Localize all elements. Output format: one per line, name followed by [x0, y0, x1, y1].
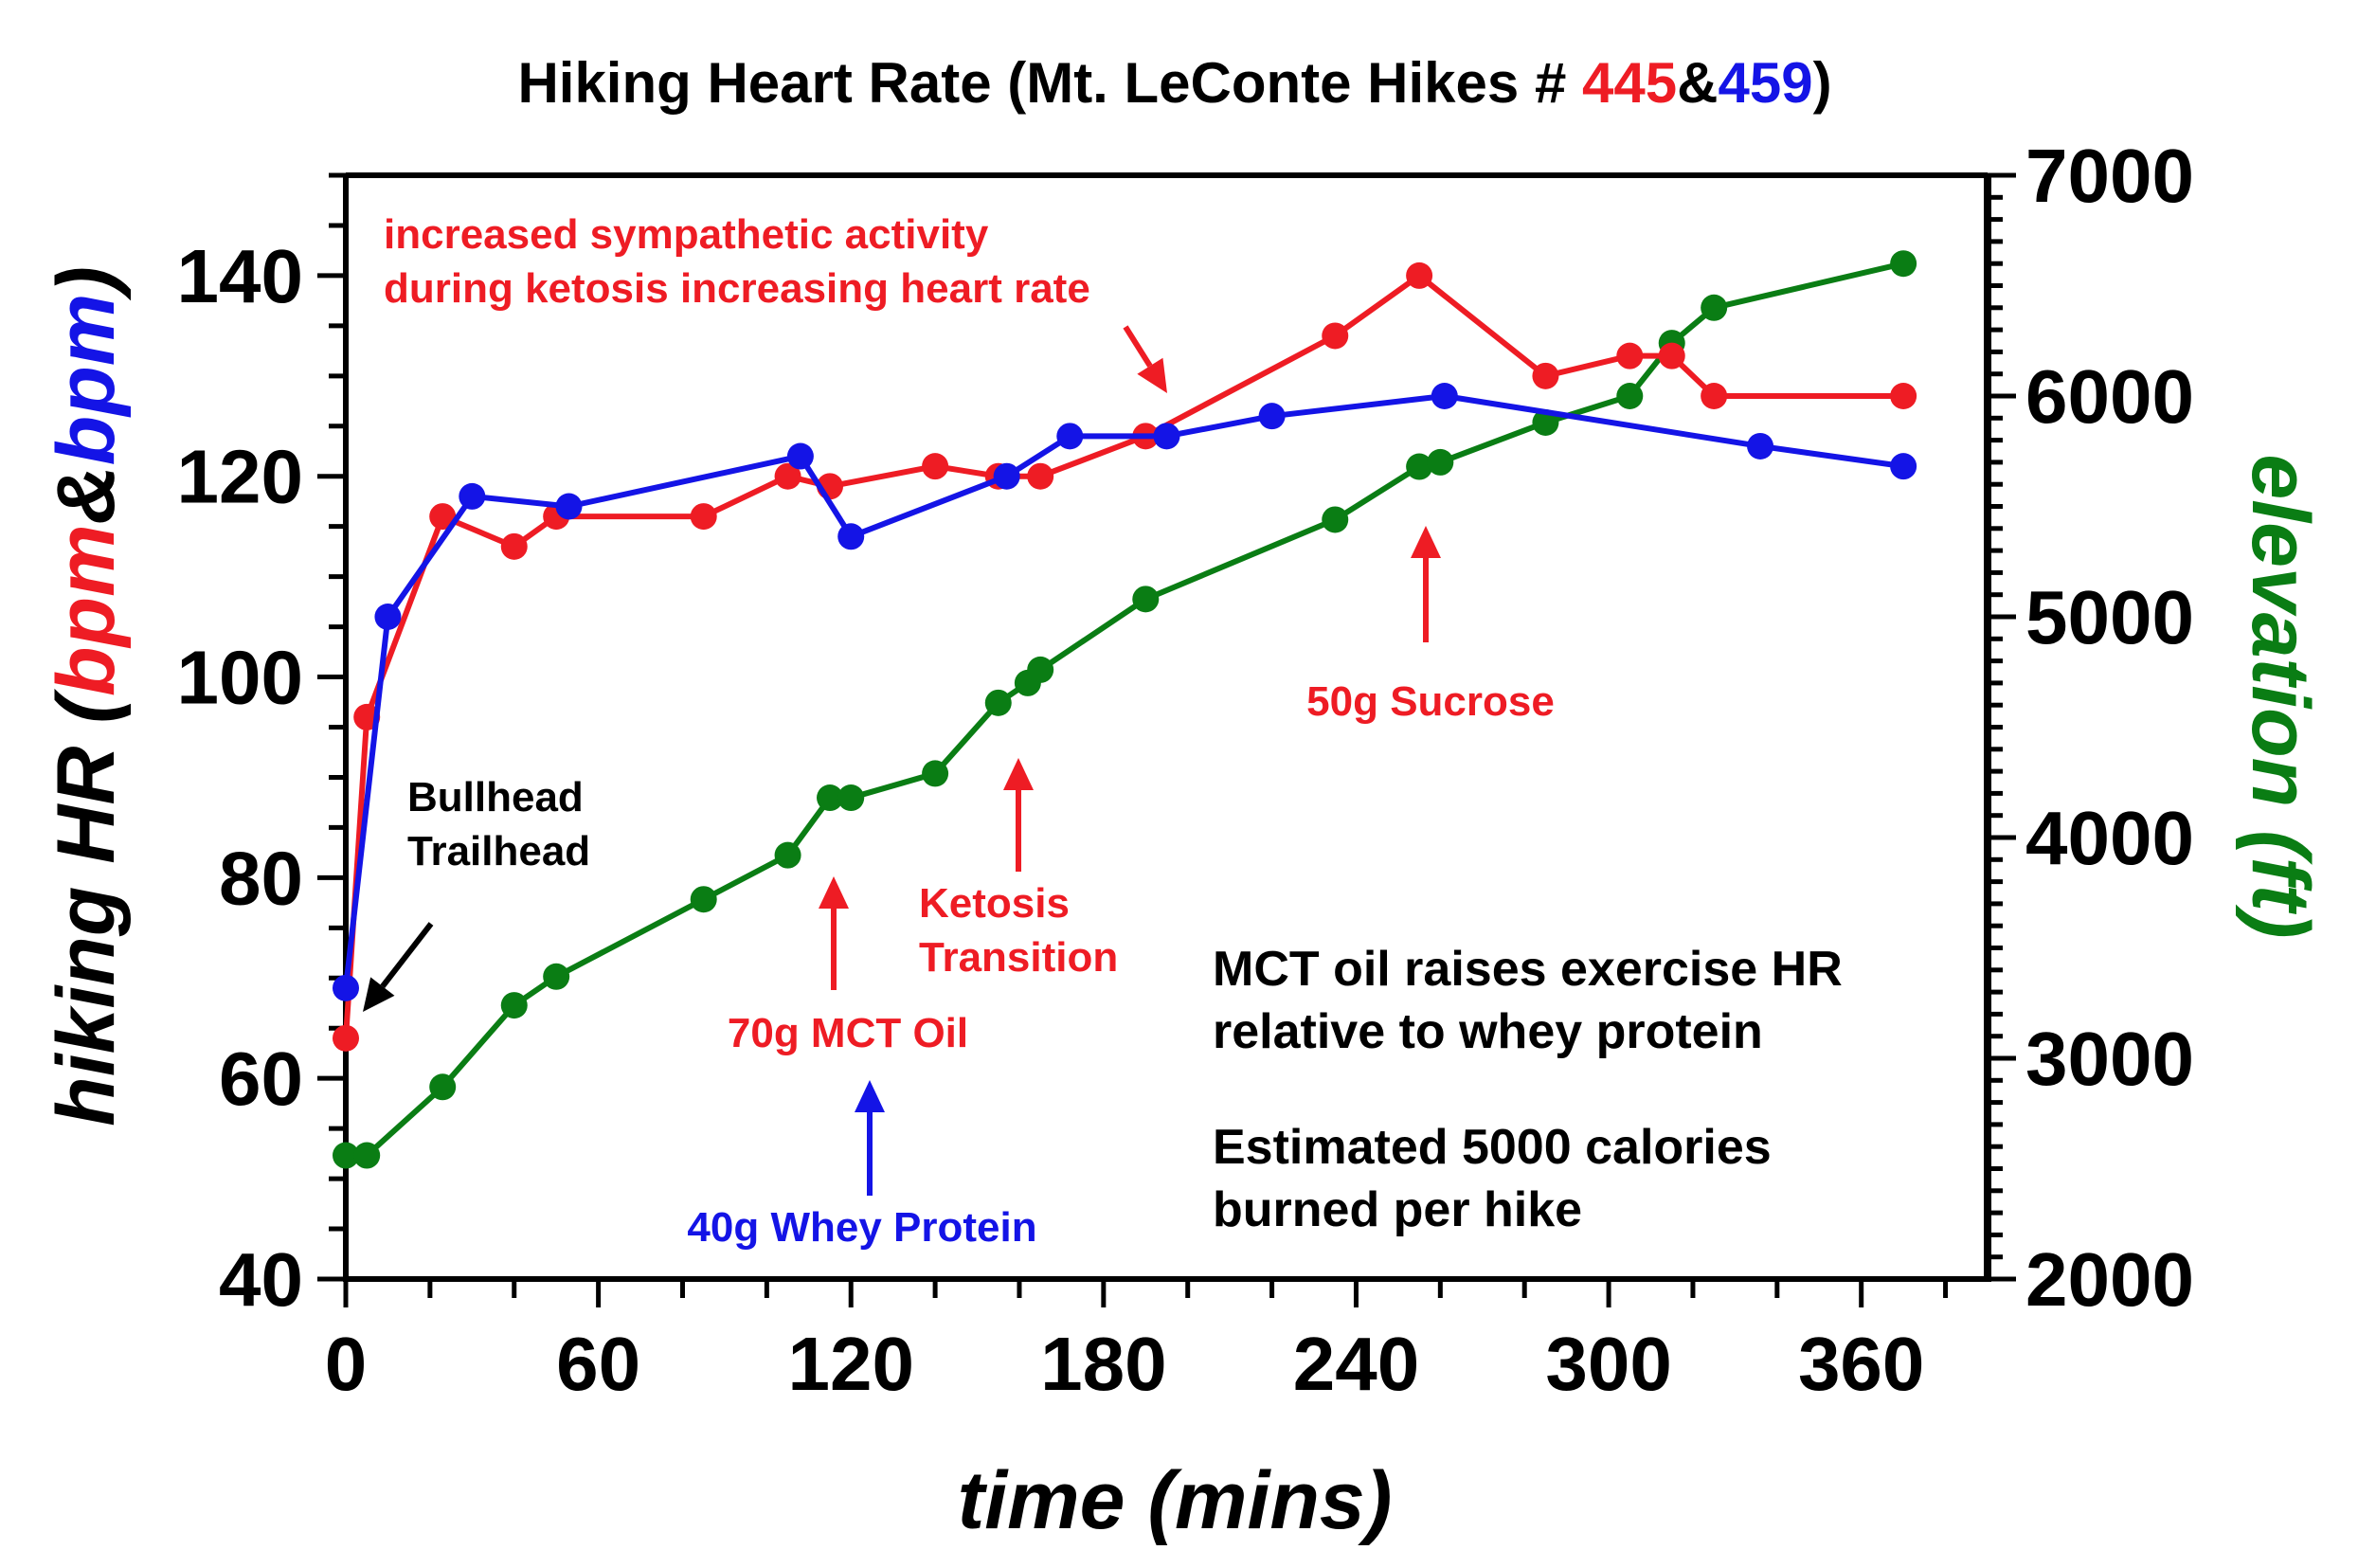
y2-tick-label: 3000: [2025, 1017, 2194, 1101]
y2-tick-label: 5000: [2025, 575, 2194, 659]
note-text: burned per hike: [1213, 1182, 1582, 1237]
data-point: [543, 963, 570, 990]
arrow-head: [1411, 526, 1441, 558]
data-point: [500, 992, 528, 1019]
x-tick-label: 360: [1798, 1322, 1924, 1406]
annotation-text: increased sympathetic activity: [384, 211, 989, 258]
y-tick-label: 80: [219, 836, 303, 920]
data-point: [1890, 250, 1917, 278]
data-point: [1322, 322, 1349, 350]
data-point: [1747, 432, 1774, 460]
data-point: [993, 462, 1020, 490]
data-point: [1431, 383, 1458, 409]
arrow-shaft: [380, 922, 434, 988]
series-line: [343, 272, 1904, 1039]
data-series: [333, 250, 1917, 1169]
data-point: [1890, 453, 1917, 480]
arrow-shaft: [1123, 325, 1153, 368]
data-point: [1427, 448, 1454, 476]
series-line: [346, 261, 1904, 1159]
data-point: [837, 523, 865, 550]
note-text: Estimated 5000 calories: [1213, 1120, 1772, 1175]
data-point: [500, 532, 528, 560]
data-point: [837, 784, 865, 812]
data-point: [1406, 261, 1433, 289]
data-point: [1258, 403, 1286, 430]
annotation-text: during ketosis increasing heart rate: [384, 265, 1090, 312]
y2-tick-label: 7000: [2025, 134, 2194, 218]
data-point: [1658, 342, 1685, 369]
data-point: [786, 442, 814, 470]
data-point: [555, 493, 583, 520]
annotations: increased sympathetic activity during ket…: [363, 211, 1843, 1251]
x-axis-label: time (mins): [958, 1455, 1393, 1546]
arrow-head: [1003, 758, 1034, 790]
data-point: [1153, 423, 1180, 450]
data-point: [353, 1142, 381, 1169]
chart-title: Hiking Heart Rate (Mt. LeConte Hikes # 4…: [517, 51, 1831, 115]
annotation-text: Bullhead: [407, 774, 584, 820]
data-point: [774, 462, 801, 490]
x-tick-label: 240: [1293, 1322, 1419, 1406]
annotation-text: Trailhead: [407, 828, 590, 874]
data-point: [690, 503, 717, 531]
y-axis-label: hiking HR (bpm&bpm): [41, 266, 132, 1126]
x-tick-label: 300: [1545, 1322, 1671, 1406]
data-point: [1616, 342, 1644, 369]
data-point: [1406, 453, 1433, 480]
arrow-head: [1137, 357, 1167, 393]
y2-tick-label: 4000: [2025, 796, 2194, 880]
data-point: [922, 760, 949, 787]
data-point: [817, 784, 844, 812]
data-point: [1890, 383, 1917, 409]
data-point: [374, 604, 402, 630]
y2-axis-label: elevation (ft): [2235, 454, 2326, 938]
data-point: [333, 1024, 359, 1052]
data-point: [922, 453, 949, 480]
x-tick-label: 0: [325, 1322, 368, 1406]
y-tick-label: 140: [177, 234, 303, 318]
data-point: [333, 974, 359, 1001]
note-text: relative to whey protein: [1213, 1004, 1763, 1059]
data-point: [1532, 362, 1559, 389]
data-point: [984, 689, 1012, 716]
data-point: [1616, 383, 1644, 409]
annotation-text: 50g Sucrose: [1306, 678, 1555, 725]
annotation-text: 40g Whey Protein: [687, 1204, 1036, 1251]
y-tick-label: 120: [177, 435, 303, 519]
data-point: [333, 1142, 359, 1169]
data-point: [1056, 423, 1084, 450]
data-point: [1027, 656, 1054, 683]
data-point: [1322, 506, 1349, 533]
series-line: [343, 393, 1904, 989]
data-point: [1132, 586, 1160, 613]
x-tick-label: 180: [1040, 1322, 1166, 1406]
axes: 0 60 120 180 240 300 360 40 60 80 100 120 140 2000 300…: [177, 134, 2194, 1406]
arrow-head: [363, 977, 395, 1012]
data-point: [690, 886, 717, 913]
x-tick-label: 60: [556, 1322, 640, 1406]
data-point: [1027, 462, 1054, 490]
y-tick-label: 60: [219, 1036, 303, 1121]
annotation-text: 70g MCT Oil: [728, 1010, 968, 1056]
data-point: [1701, 383, 1728, 409]
data-point: [429, 503, 457, 531]
x-tick-label: 120: [787, 1322, 913, 1406]
y2-tick-label: 2000: [2025, 1237, 2194, 1322]
arrow-head: [819, 876, 849, 909]
arrow-head: [855, 1080, 885, 1112]
note-text: MCT oil raises exercise HR: [1213, 942, 1843, 997]
y-tick-label: 40: [219, 1237, 303, 1322]
annotation-text: Transition: [919, 934, 1118, 981]
data-point: [459, 482, 486, 510]
annotation-text: Ketosis: [919, 880, 1070, 927]
data-point: [429, 1073, 457, 1101]
y-tick-label: 100: [177, 636, 303, 720]
data-point: [1701, 294, 1728, 321]
data-point: [774, 841, 801, 869]
y2-tick-label: 6000: [2025, 354, 2194, 439]
